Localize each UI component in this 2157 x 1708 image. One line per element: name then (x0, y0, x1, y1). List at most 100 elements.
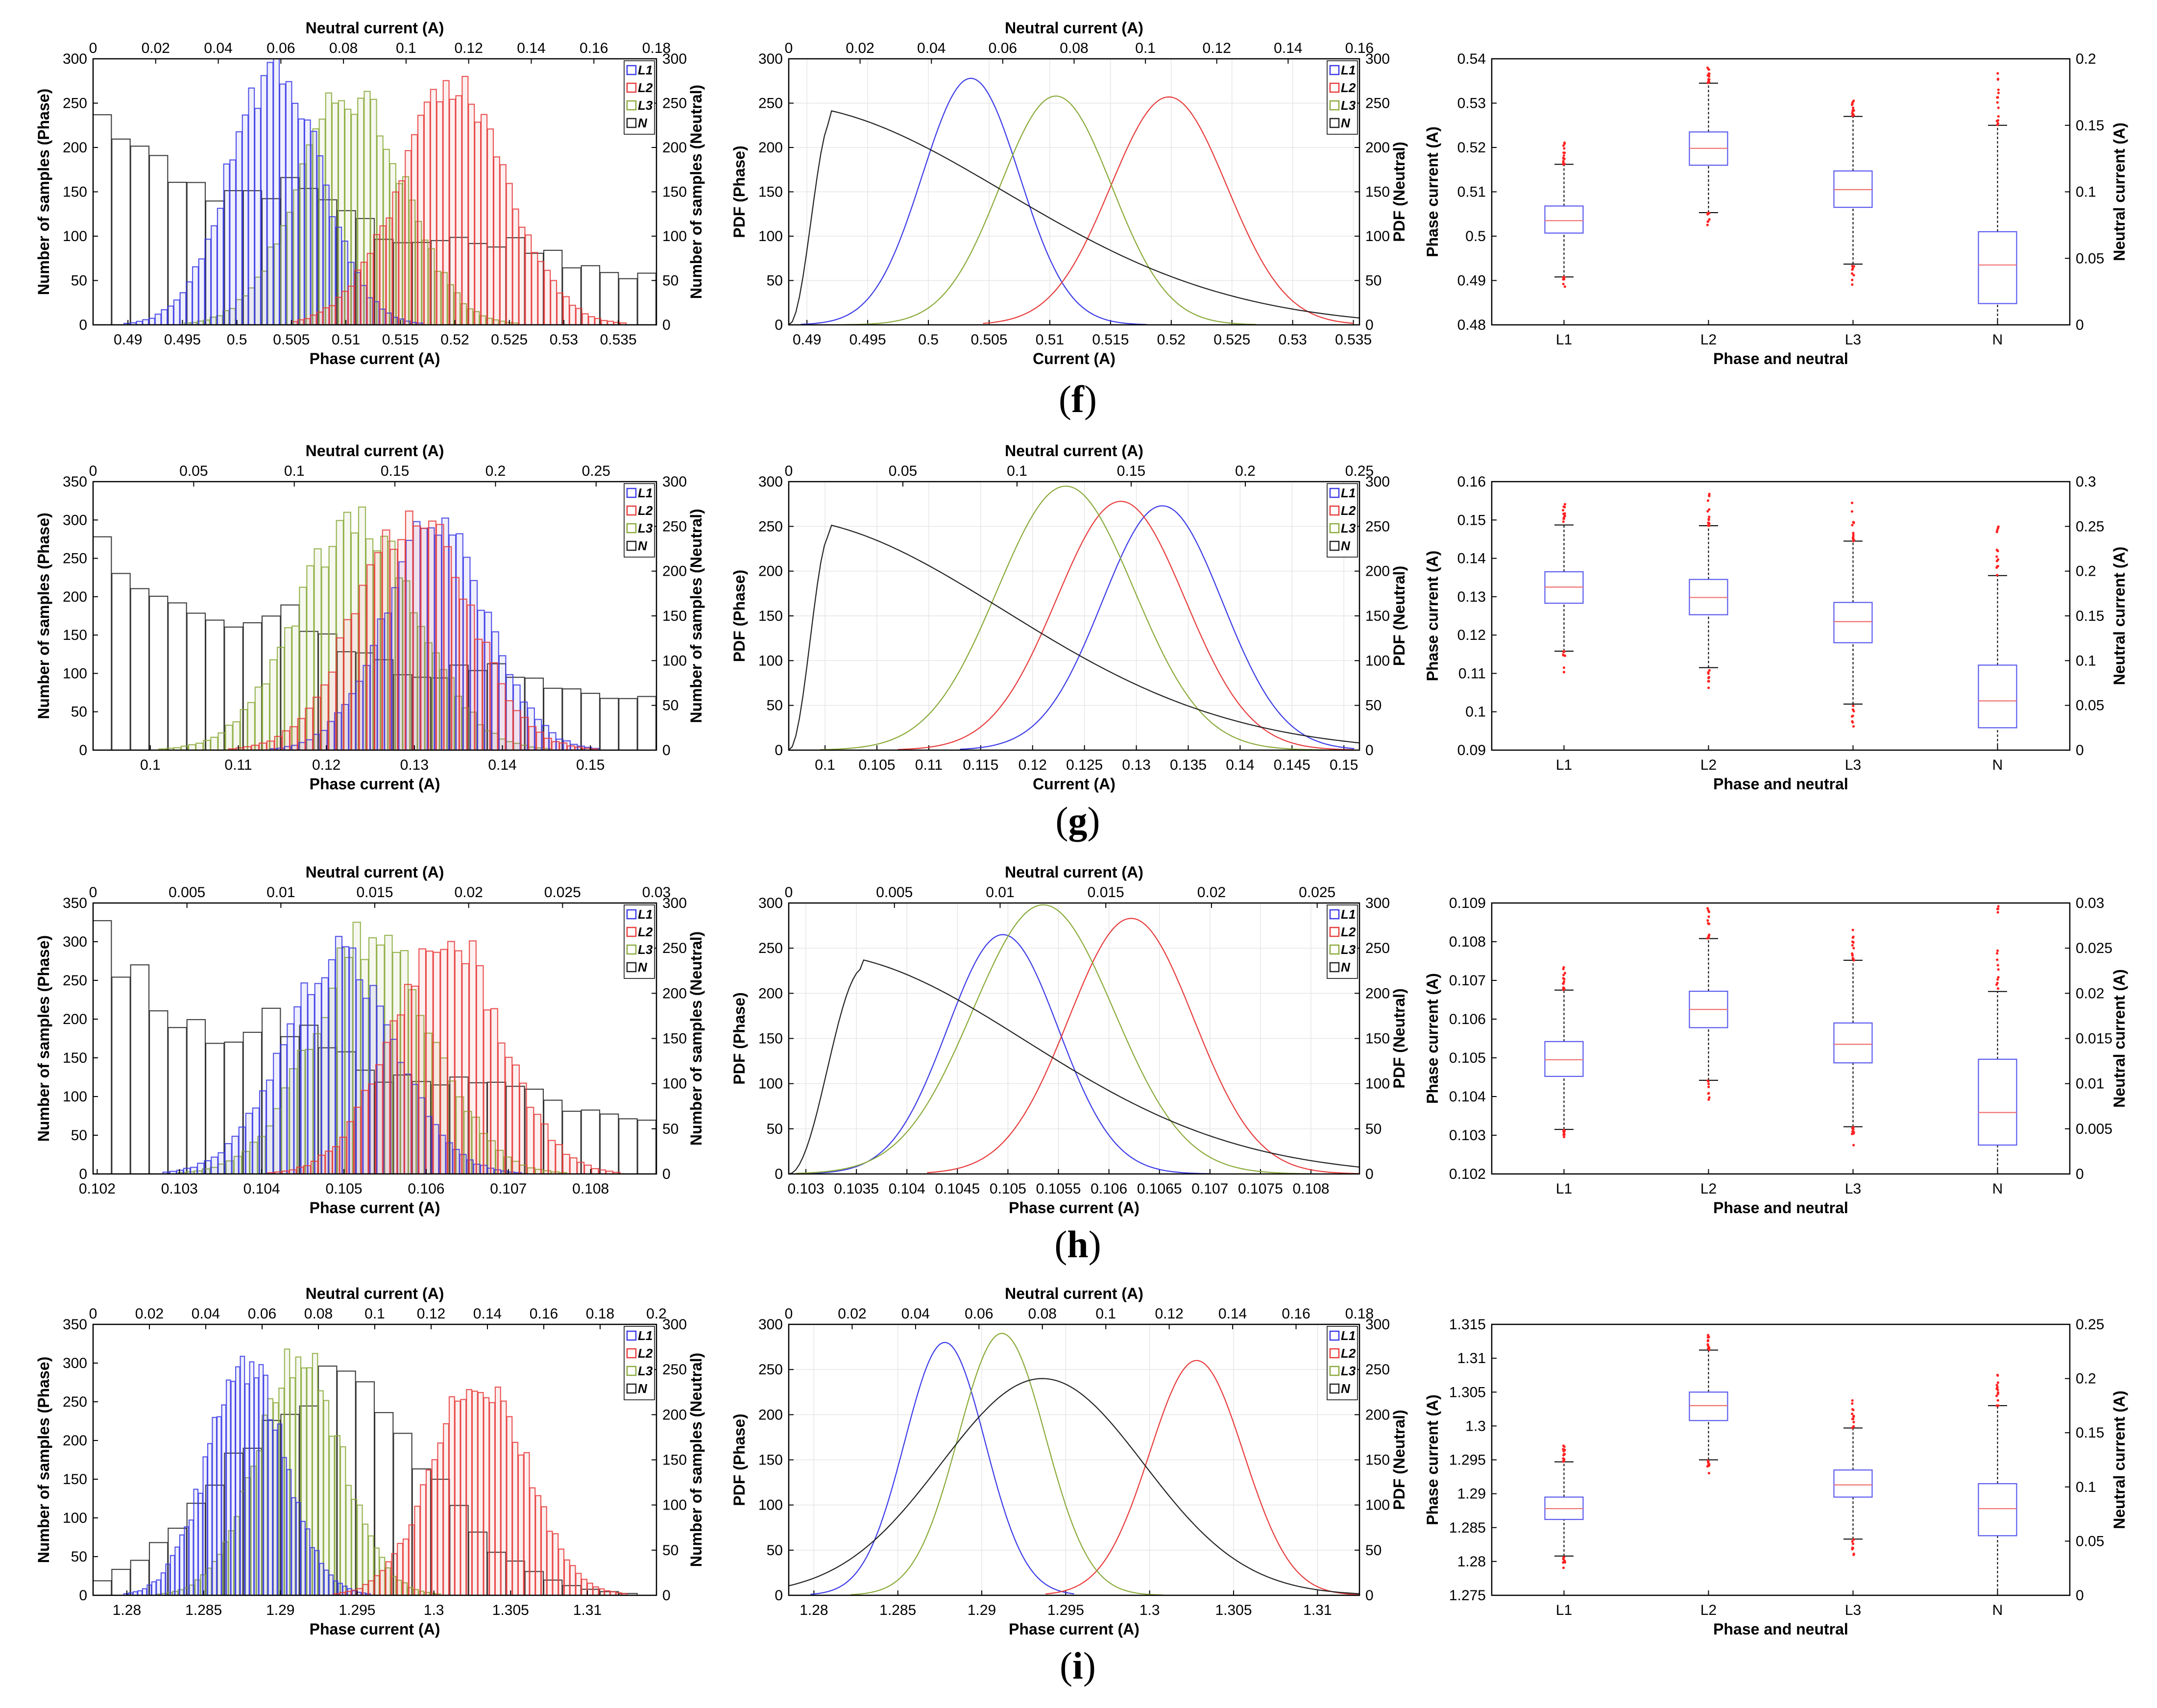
y-tick-label: 100 (63, 1510, 87, 1526)
hist-bar-l1 (156, 1579, 161, 1595)
outlier-point (1707, 677, 1710, 680)
outlier-point (1563, 278, 1566, 281)
hist-bar-l2 (343, 619, 352, 750)
y-axis-label: Number of samples (Phase) (35, 89, 52, 295)
outlier-point (1706, 223, 1709, 226)
legend-label-l2: L2 (638, 503, 653, 518)
hist-bar-l2 (360, 262, 367, 325)
outlier-point (1851, 265, 1854, 268)
y2-tick-label: 150 (1365, 184, 1390, 200)
outlier-point (1707, 521, 1710, 524)
y2-tick-label: 250 (662, 96, 687, 112)
hist-bar-l1 (277, 1423, 283, 1595)
hist-bar-l1 (323, 1569, 329, 1595)
x-tick-label: 0.103 (161, 1181, 198, 1197)
y2-tick-label: 0.2 (2076, 1371, 2096, 1387)
hist-bar-l1 (240, 1356, 245, 1595)
hist-bar-l2 (520, 717, 529, 750)
x-tick-label: 0.103 (788, 1181, 824, 1197)
legend-swatch-l3 (1329, 1366, 1340, 1376)
pdf-line-l2 (927, 918, 1360, 1174)
y-axis-label: PDF (Phase) (730, 570, 748, 662)
outlier-point (1997, 976, 2000, 979)
hist-bar-l2 (448, 1396, 455, 1595)
hist-bar-l2 (332, 1146, 340, 1174)
hist-bar-l2 (537, 261, 545, 325)
legend-swatch-n (626, 1383, 637, 1394)
hist-bar-l1 (193, 1488, 199, 1595)
hist-bar-l1 (252, 1107, 260, 1174)
x2-tick-label: 0.05 (179, 463, 208, 479)
hist-bar-n (148, 155, 169, 325)
hist-bar-l2 (251, 744, 260, 750)
outlier-point (1852, 1144, 1855, 1147)
x2-tick-label: 0.08 (329, 40, 358, 56)
outlier-point (1852, 947, 1855, 950)
y-tick-label: 0.11 (1458, 665, 1486, 682)
y-tick-label: 0.1 (1465, 704, 1486, 720)
legend-swatch-l1 (1329, 909, 1340, 920)
legend-box (624, 483, 655, 558)
y-tick-label: 300 (63, 51, 87, 67)
x-axis-label: Phase and neutral (1713, 775, 1848, 793)
hist-bar-l2 (582, 313, 589, 325)
hist-bar-l1 (272, 1429, 278, 1595)
x2-tick-label: 0.04 (204, 40, 232, 56)
pdf-line-n (788, 1378, 1360, 1594)
chart-i-box: 1.275 1.28 1.285 1.29 1.295 1.3 1.305 1.31 1.315… (1424, 1317, 2128, 1638)
hist-bar-l1 (319, 1562, 324, 1595)
y-tick-label: 350 (63, 474, 87, 490)
legend-swatch-l1 (1329, 65, 1340, 75)
x-tick-label: 1.285 (185, 1602, 222, 1618)
y-axis-label: PDF (Phase) (730, 146, 748, 238)
y2-tick-label: 0 (1365, 742, 1374, 758)
legend-swatch-l1 (1329, 1330, 1340, 1341)
box-body (1978, 231, 2017, 304)
outlier-point (1851, 720, 1854, 723)
legend-label-n: N (638, 1381, 648, 1396)
legend-label-l3: L3 (1341, 521, 1356, 536)
outlier-point (1996, 964, 1999, 967)
y-tick-label: 300 (758, 51, 783, 67)
x-tick-label: 0.11 (915, 757, 943, 773)
hist-bar-l1 (267, 62, 274, 325)
hist-bar-l2 (468, 103, 475, 325)
hist-bar-l2 (552, 1533, 559, 1595)
hist-bar-l1 (254, 108, 261, 325)
y-tick-label: 300 (758, 895, 783, 911)
hist-bar-l2 (379, 1570, 386, 1595)
hist-bar-l2 (604, 1590, 611, 1595)
hist-bar-l2 (489, 662, 498, 750)
y-tick-label: 0.5 (1465, 228, 1486, 244)
x-tick-label: 0.5 (918, 332, 939, 348)
y-tick-label: 250 (63, 551, 87, 567)
box-body (1978, 1058, 2017, 1146)
legend-label-l3: L3 (1341, 98, 1356, 113)
y-tick-label: 200 (758, 563, 783, 580)
panel-label-h: (h) (1054, 1223, 1101, 1266)
x2-tick-label: 0.03 (642, 884, 671, 901)
hist-bar-l1 (314, 1550, 320, 1595)
y2-tick-label: 300 (662, 51, 687, 67)
hist-bar-l1 (202, 1456, 208, 1595)
legend-swatch-n (626, 962, 637, 973)
hist-bar-l2 (404, 984, 412, 1174)
x2-axis-label: Neutral current (A) (306, 1285, 444, 1302)
hist-bar-l2 (417, 115, 425, 325)
outlier-point (1852, 274, 1855, 277)
outlier-point (1707, 1348, 1711, 1351)
hist-bar-l2 (476, 965, 484, 1174)
y-tick-label: 250 (758, 940, 783, 956)
outlier-point (1995, 1384, 1998, 1387)
x2-tick-label: 0.25 (582, 463, 610, 479)
x-tick-label: 0.1 (815, 757, 835, 773)
hist-bar-l2 (540, 1506, 547, 1595)
y2-axis-label: PDF (Neutral) (1390, 142, 1408, 242)
hist-bar-l2 (569, 1565, 576, 1595)
x2-tick-label: 0.08 (1028, 1306, 1057, 1322)
outlier-point (1996, 978, 1999, 981)
y-tick-label: 0 (79, 1587, 87, 1604)
hist-bar-l1 (184, 1526, 190, 1595)
hist-bar-l2 (405, 510, 413, 750)
hist-bar-l2 (546, 1531, 553, 1595)
